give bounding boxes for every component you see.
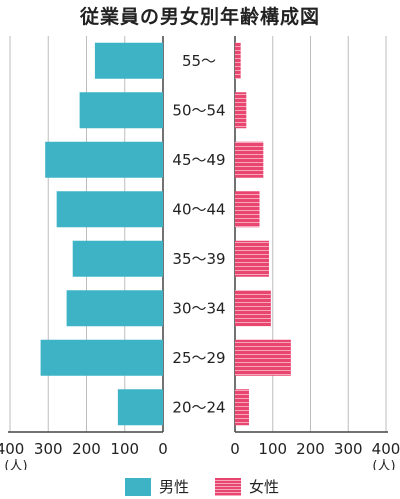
category-label: 45～49 [172, 151, 225, 169]
tick-label-left: 0 [158, 440, 168, 458]
bar-female [235, 290, 271, 327]
category-label: 25～29 [172, 349, 225, 367]
unit-label-right: (人) [372, 459, 395, 470]
legend-label-female: 女性 [249, 478, 280, 496]
bar-male [79, 92, 163, 129]
bar-male [72, 240, 163, 277]
unit-label-left: (人) [4, 459, 27, 470]
category-label: 55～ [182, 52, 216, 70]
tick-label-right: 300 [334, 440, 363, 458]
bar-female [235, 339, 291, 376]
legend: 男性 女性 [0, 476, 400, 496]
category-label: 35～39 [172, 250, 225, 268]
tick-label-left: 100 [110, 440, 139, 458]
chart-title: 従業員の男女別年齢構成図 [79, 6, 320, 28]
category-label: 50～54 [172, 101, 225, 119]
tick-label-left: 300 [34, 440, 63, 458]
bar-female [235, 141, 264, 178]
bar-male [66, 290, 163, 327]
legend-label-male: 男性 [159, 478, 190, 496]
tick-label-left: 400 [0, 440, 24, 458]
legend-item-male: 男性 [125, 476, 189, 497]
bar-male [56, 191, 163, 228]
legend-swatch-female [215, 477, 241, 496]
bar-female [235, 389, 249, 426]
tick-label-right: 400 [372, 440, 400, 458]
tick-label-right: 200 [296, 440, 325, 458]
bar-female [235, 42, 241, 79]
bar-male [117, 389, 163, 426]
tick-label-right: 100 [258, 440, 287, 458]
category-label: 30～34 [172, 299, 225, 317]
legend-swatch-male [125, 477, 151, 496]
labels: 55～ 50～54 45～49 40～44 35～39 30～34 25～29 20～24 40… [0, 52, 400, 470]
category-label: 20～24 [172, 398, 225, 416]
bar-female [235, 240, 269, 277]
legend-item-female: 女性 [215, 476, 279, 497]
bar-male [94, 42, 163, 79]
bar-female [235, 92, 247, 129]
tick-label-right: 0 [230, 440, 240, 458]
tick-label-left: 200 [72, 440, 101, 458]
category-label: 40～44 [172, 200, 225, 218]
bar-male [45, 141, 163, 178]
population-pyramid-chart: 55～ 50～54 45～49 40～44 35～39 30～34 25～29 20～24 40… [0, 36, 400, 470]
bars [40, 42, 291, 426]
bar-male [40, 339, 163, 376]
bar-female [235, 191, 260, 228]
